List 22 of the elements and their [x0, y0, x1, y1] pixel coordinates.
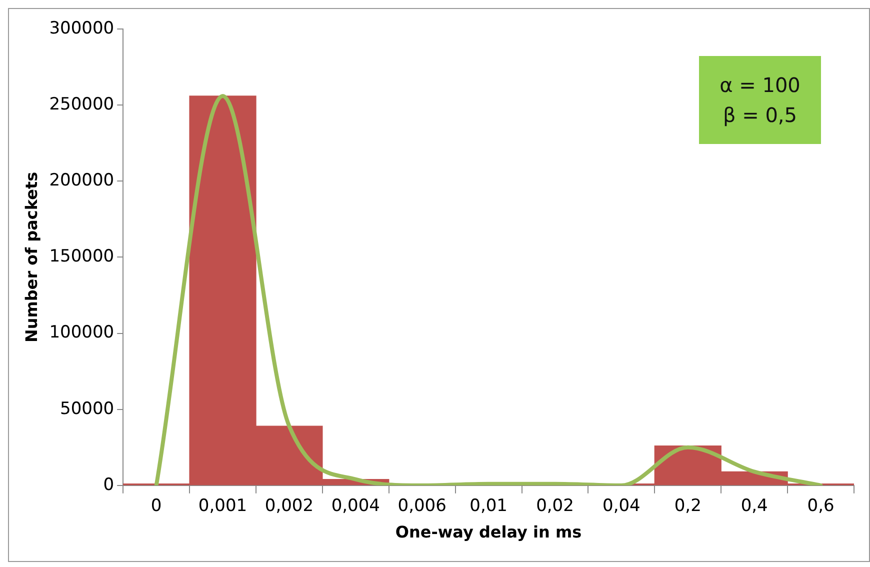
- x-tick-label: 0,001: [198, 496, 248, 516]
- x-tick-label: 0,2: [674, 496, 702, 516]
- y-tick-label: 0: [103, 474, 114, 495]
- x-tick-label: 0: [150, 496, 162, 516]
- y-tick-label: 200000: [49, 170, 114, 191]
- y-tick-label: 50000: [60, 398, 114, 419]
- y-axis-title: Number of packets: [22, 172, 41, 343]
- x-tick-label: 0,04: [602, 496, 640, 516]
- y-tick-label: 250000: [49, 94, 114, 114]
- x-axis-title: One-way delay in ms: [395, 522, 582, 542]
- x-tick-label: 0,4: [740, 496, 768, 516]
- x-tick-label: 0,006: [398, 496, 446, 516]
- annotation: β = 0,5: [722, 102, 798, 129]
- x-tick-label: 0,004: [331, 496, 380, 516]
- y-tick-label: 100000: [49, 322, 114, 343]
- y-tick-label: 150000: [49, 246, 114, 267]
- x-tick-label: 0,02: [536, 496, 574, 516]
- x-tick-label: 0,01: [470, 496, 508, 516]
- annotation: α = 100: [718, 72, 802, 99]
- x-tick-label: 0,002: [264, 496, 314, 516]
- y-tick-label: 300000: [49, 18, 114, 38]
- x-tick-label: 0,6: [807, 496, 834, 516]
